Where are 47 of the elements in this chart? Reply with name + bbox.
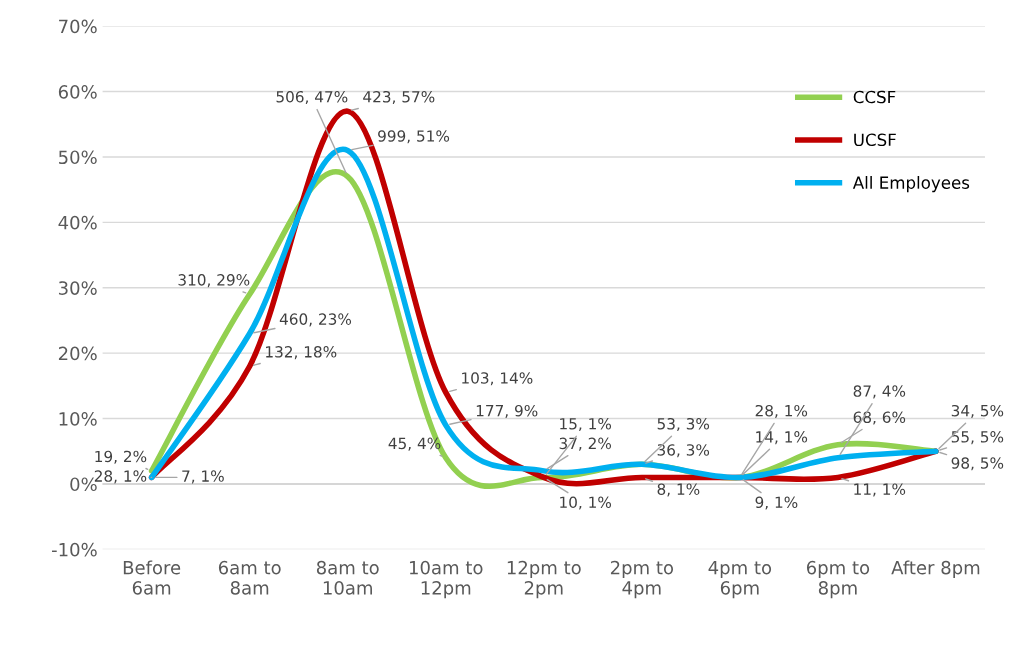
y-tick-label: 40% — [58, 215, 97, 230]
y-tick-label: 70% — [59, 19, 97, 34]
y-tick-label: -10% — [51, 542, 97, 557]
x-tick-label: 8am to 10am — [316, 560, 379, 595]
data-label: 98, 5% — [951, 457, 1004, 471]
legend-label: All Employees — [852, 176, 970, 193]
data-label: 19, 2% — [95, 450, 147, 464]
x-tick-label: 6am to 8am — [218, 560, 281, 595]
data-label: 310, 29% — [178, 274, 250, 288]
data-label: 9, 1% — [755, 496, 798, 510]
data-label: 460, 23% — [279, 313, 352, 327]
y-tick-label: 20% — [58, 346, 97, 361]
data-label: 506, 47% — [276, 90, 348, 105]
data-label: 132, 18% — [266, 346, 337, 360]
y-tick-label: 60% — [58, 85, 97, 99]
legend-label: CCSF — [853, 90, 896, 104]
data-label: 423, 57% — [363, 90, 435, 105]
data-label: 103, 14% — [462, 372, 533, 386]
data-label: 15, 1% — [560, 417, 612, 432]
x-tick-label: 12pm to 2pm — [507, 560, 581, 599]
x-tick-label: Before 6am — [123, 560, 181, 595]
x-tick-label: 2pm to 4pm — [610, 560, 674, 599]
data-label: 28, 1% — [755, 404, 808, 419]
data-label: 7, 1% — [182, 470, 224, 484]
x-tick-label: 4pm to 6pm — [708, 561, 772, 599]
x-tick-label: 6pm to 8pm — [806, 560, 870, 599]
data-label: 14, 1% — [756, 431, 808, 445]
y-tick-label: 30% — [58, 281, 97, 295]
data-label: 36, 3% — [657, 444, 710, 458]
data-label: 999, 51% — [378, 130, 450, 144]
y-tick-label: 10% — [59, 412, 97, 426]
data-label: 53, 3% — [657, 417, 710, 432]
x-tick-label: After 8pm — [891, 560, 980, 578]
data-label: 37, 2% — [559, 437, 612, 451]
data-label: 10, 1% — [560, 496, 612, 510]
data-label: 28, 1% — [94, 470, 147, 484]
y-tick-label: 0% — [70, 477, 97, 492]
y-tick-label: 50% — [59, 150, 97, 165]
data-label: 11, 1% — [854, 483, 906, 497]
data-label: 68, 6% — [853, 411, 906, 425]
legend-label: UCSF — [854, 133, 896, 147]
data-label: 87, 4% — [853, 385, 906, 399]
data-label: 34, 5% — [951, 404, 1004, 419]
data-label: 55, 5% — [951, 431, 1004, 445]
x-tick-label: 10am to 12pm — [409, 560, 483, 599]
data-label: 8, 1% — [657, 483, 700, 497]
data-label: 177, 9% — [476, 404, 538, 419]
